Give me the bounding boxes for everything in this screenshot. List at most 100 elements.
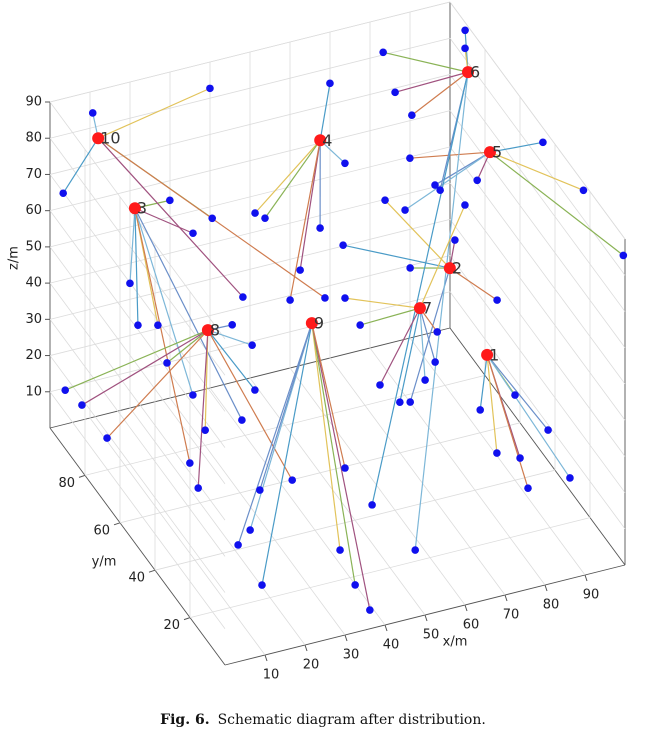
grid-line <box>290 368 465 605</box>
y-tick-label: 60 <box>93 523 110 538</box>
member-node <box>461 45 469 53</box>
link <box>260 323 312 490</box>
grid-line <box>120 423 520 523</box>
grid-line <box>330 358 505 595</box>
member-node <box>163 359 171 367</box>
member-node <box>238 416 246 424</box>
member-node <box>134 321 142 329</box>
link <box>312 323 370 610</box>
member-node <box>524 484 532 492</box>
x-tick-label: 30 <box>343 648 360 663</box>
member-node <box>89 109 97 117</box>
member-node <box>189 229 197 237</box>
y-tick <box>79 475 85 477</box>
link <box>480 355 487 410</box>
member-node <box>351 581 359 589</box>
x-tick-label: 90 <box>583 588 600 603</box>
member-node <box>376 381 384 389</box>
member-node <box>339 241 347 249</box>
link <box>490 152 623 255</box>
member-node <box>228 321 236 329</box>
member-node <box>286 296 294 304</box>
member-node <box>421 376 429 384</box>
member-node <box>433 328 441 336</box>
member-node <box>194 484 202 492</box>
x-tick-label: 60 <box>463 618 480 633</box>
z-tick-label: 60 <box>25 203 42 218</box>
member-node <box>411 546 419 554</box>
cluster-head-label: 2 <box>452 259 462 278</box>
y-tick <box>114 523 120 525</box>
link <box>82 330 208 405</box>
z-tick-label: 90 <box>25 95 42 110</box>
cluster-head-label: 6 <box>470 63 480 82</box>
grid-line <box>450 256 625 493</box>
y-tick-label: 80 <box>58 476 75 491</box>
grid-line <box>450 292 625 529</box>
grid-line <box>130 408 305 645</box>
link <box>135 208 190 463</box>
member-node <box>566 474 574 482</box>
cluster-head-label: 5 <box>492 143 502 162</box>
grid-line <box>450 2 625 239</box>
member-node <box>379 49 387 57</box>
grid-line <box>450 111 625 348</box>
link <box>265 140 320 218</box>
cluster-head-label: 9 <box>314 314 324 333</box>
y-tick <box>184 618 190 620</box>
grid-line <box>450 219 625 456</box>
grid-line <box>155 470 555 570</box>
link <box>130 208 135 283</box>
member-node <box>206 85 214 93</box>
link <box>380 308 420 385</box>
member-node <box>473 177 481 185</box>
x-tick <box>345 635 347 641</box>
member-node <box>431 358 439 366</box>
link <box>345 298 420 308</box>
member-node <box>251 209 259 217</box>
y-axis-label: y/m <box>92 555 117 570</box>
member-node <box>246 526 254 534</box>
member-node <box>436 186 444 194</box>
grid-line <box>450 183 625 420</box>
member-node <box>234 541 242 549</box>
link <box>372 72 468 505</box>
x-tick <box>465 605 467 611</box>
link <box>63 138 98 193</box>
z-tick-label: 70 <box>25 167 42 182</box>
link <box>312 323 345 468</box>
member-node <box>288 476 296 484</box>
member-node <box>368 501 376 509</box>
link <box>135 208 242 420</box>
link <box>490 152 583 190</box>
member-node <box>381 196 389 204</box>
member-node <box>321 294 329 302</box>
x-tick-label: 10 <box>263 668 280 683</box>
z-tick-label: 40 <box>25 276 42 291</box>
member-node <box>189 391 197 399</box>
z-axis-label: z/m <box>7 246 22 270</box>
caption-text: Schematic diagram after distribution. <box>218 712 486 728</box>
cluster-head-label: 8 <box>210 321 220 340</box>
x-tick <box>545 585 547 591</box>
cluster-head-label: 7 <box>422 299 432 318</box>
y-tick <box>149 570 155 572</box>
member-node <box>208 214 216 222</box>
member-node <box>476 406 484 414</box>
x-tick-label: 50 <box>423 628 440 643</box>
member-node <box>126 280 134 288</box>
member-node <box>103 434 111 442</box>
member-node <box>239 293 247 301</box>
link <box>167 330 208 363</box>
z-tick-label: 20 <box>25 348 42 363</box>
member-node <box>166 197 174 205</box>
member-node <box>296 266 304 274</box>
member-node <box>396 398 404 406</box>
member-node <box>356 321 364 329</box>
link <box>135 208 138 325</box>
grid-line <box>210 388 385 625</box>
grid-line <box>370 348 545 585</box>
link <box>395 72 468 92</box>
member-node <box>316 224 324 232</box>
